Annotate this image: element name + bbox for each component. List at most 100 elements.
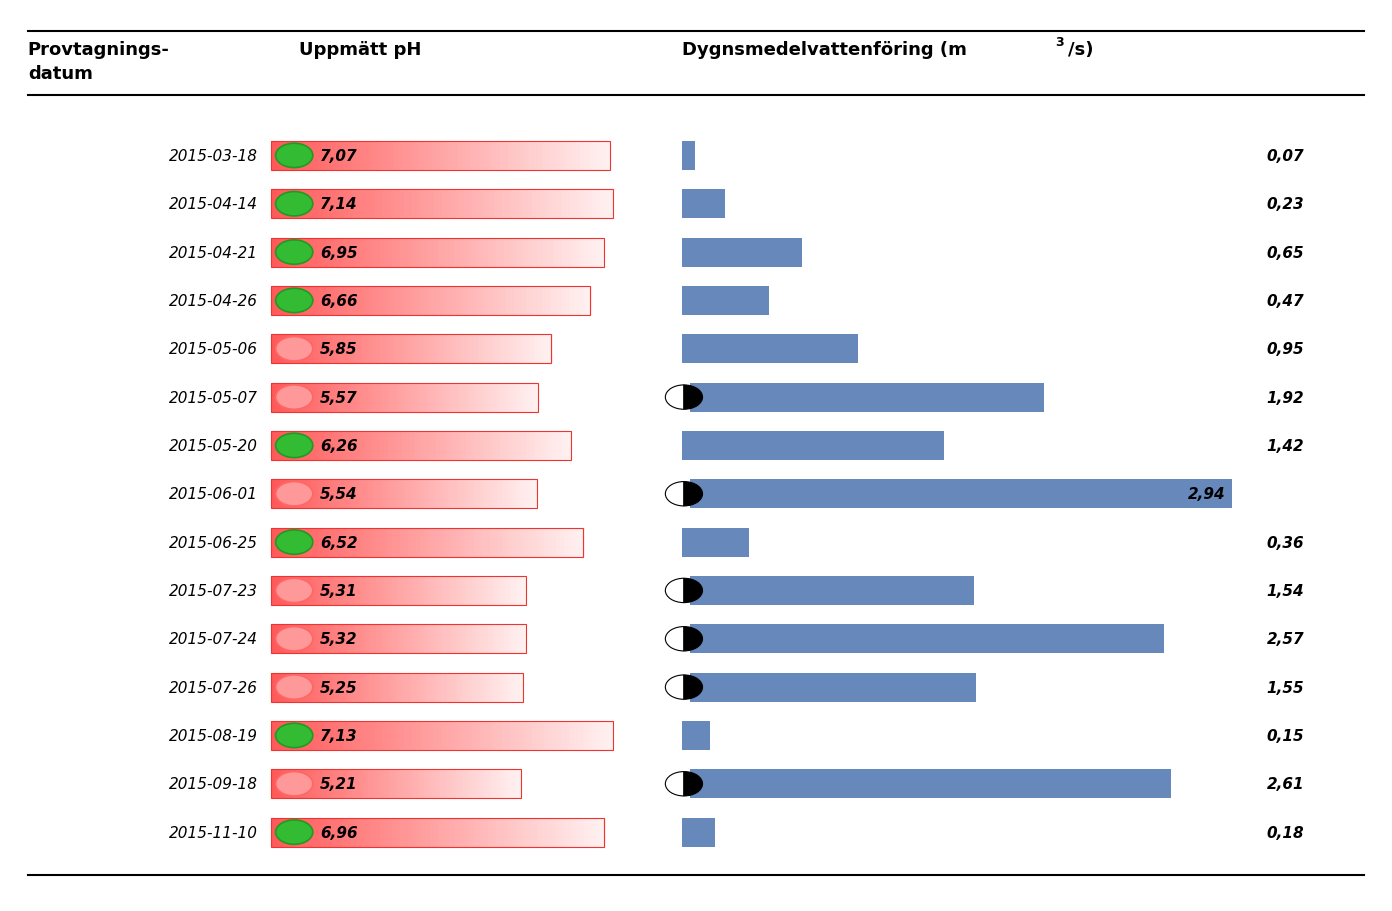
Bar — [271, 142, 610, 170]
Bar — [438, 190, 444, 219]
Text: 0,07: 0,07 — [1267, 148, 1304, 164]
Bar — [419, 335, 423, 363]
Bar — [271, 384, 276, 412]
Bar — [271, 577, 526, 605]
Bar — [347, 239, 352, 267]
Bar — [420, 625, 426, 653]
Bar — [408, 722, 413, 750]
Bar — [271, 287, 277, 315]
Bar — [425, 384, 429, 412]
Bar — [301, 190, 308, 219]
Bar — [475, 335, 479, 363]
Bar — [370, 480, 376, 508]
Bar — [394, 142, 400, 170]
Wedge shape — [665, 482, 683, 507]
Bar — [361, 722, 366, 750]
Bar — [462, 287, 468, 315]
Bar — [344, 480, 349, 508]
Bar — [365, 528, 370, 557]
Bar — [415, 384, 419, 412]
Circle shape — [276, 482, 313, 507]
Bar — [490, 770, 494, 798]
Bar — [482, 432, 486, 460]
Bar — [280, 818, 285, 846]
Bar — [349, 770, 354, 798]
Bar — [440, 577, 444, 605]
Bar — [387, 770, 391, 798]
Bar — [356, 722, 362, 750]
Bar — [344, 577, 349, 605]
Bar — [483, 287, 489, 315]
Bar — [271, 625, 526, 653]
Bar — [515, 190, 521, 219]
Bar — [604, 722, 610, 750]
Bar — [425, 625, 429, 653]
Bar — [585, 142, 590, 170]
Bar — [386, 625, 391, 653]
Bar — [398, 432, 404, 460]
Bar — [271, 528, 583, 557]
Bar — [564, 432, 568, 460]
Bar — [596, 722, 601, 750]
Bar — [462, 432, 468, 460]
Bar — [308, 287, 313, 315]
Bar — [575, 239, 580, 267]
Bar — [461, 384, 466, 412]
Text: 2015-06-25: 2015-06-25 — [168, 535, 258, 550]
Bar — [464, 722, 469, 750]
Bar — [363, 287, 369, 315]
Bar — [322, 673, 326, 701]
Bar — [562, 190, 568, 219]
Bar — [422, 818, 427, 846]
Bar — [420, 577, 426, 605]
Bar — [579, 528, 585, 557]
Bar — [515, 722, 521, 750]
Circle shape — [276, 627, 313, 651]
Bar — [391, 432, 397, 460]
Bar — [500, 142, 505, 170]
Bar — [327, 480, 333, 508]
Bar — [408, 190, 413, 219]
Bar — [440, 480, 445, 508]
Bar — [284, 818, 290, 846]
Bar — [518, 770, 522, 798]
Bar — [608, 190, 614, 219]
Bar — [406, 673, 411, 701]
Bar — [373, 432, 377, 460]
Text: 1,42: 1,42 — [1267, 438, 1304, 454]
Bar — [562, 287, 568, 315]
Bar — [451, 190, 457, 219]
Bar — [437, 480, 441, 508]
Bar — [451, 528, 457, 557]
Bar — [313, 577, 317, 605]
Bar — [523, 335, 528, 363]
Bar — [541, 818, 547, 846]
Text: 0,15: 0,15 — [1267, 728, 1304, 743]
Bar — [280, 239, 285, 267]
Bar — [411, 287, 416, 315]
Bar — [537, 335, 543, 363]
Bar — [477, 335, 483, 363]
Bar — [326, 239, 331, 267]
Bar — [472, 818, 477, 846]
Bar — [351, 818, 356, 846]
Bar — [400, 722, 405, 750]
Bar — [494, 528, 498, 557]
Text: 6,96: 6,96 — [320, 824, 358, 840]
Bar — [458, 239, 464, 267]
Bar — [479, 625, 483, 653]
Bar — [480, 190, 486, 219]
Bar — [689, 480, 1232, 508]
Bar — [479, 239, 484, 267]
Bar — [526, 335, 532, 363]
Bar — [451, 818, 457, 846]
Bar — [398, 142, 404, 170]
Bar — [367, 287, 373, 315]
Bar — [323, 190, 329, 219]
Bar — [443, 770, 447, 798]
Bar — [348, 625, 352, 653]
Bar — [416, 190, 422, 219]
Bar — [529, 528, 535, 557]
Bar — [358, 432, 363, 460]
Bar — [372, 673, 376, 701]
